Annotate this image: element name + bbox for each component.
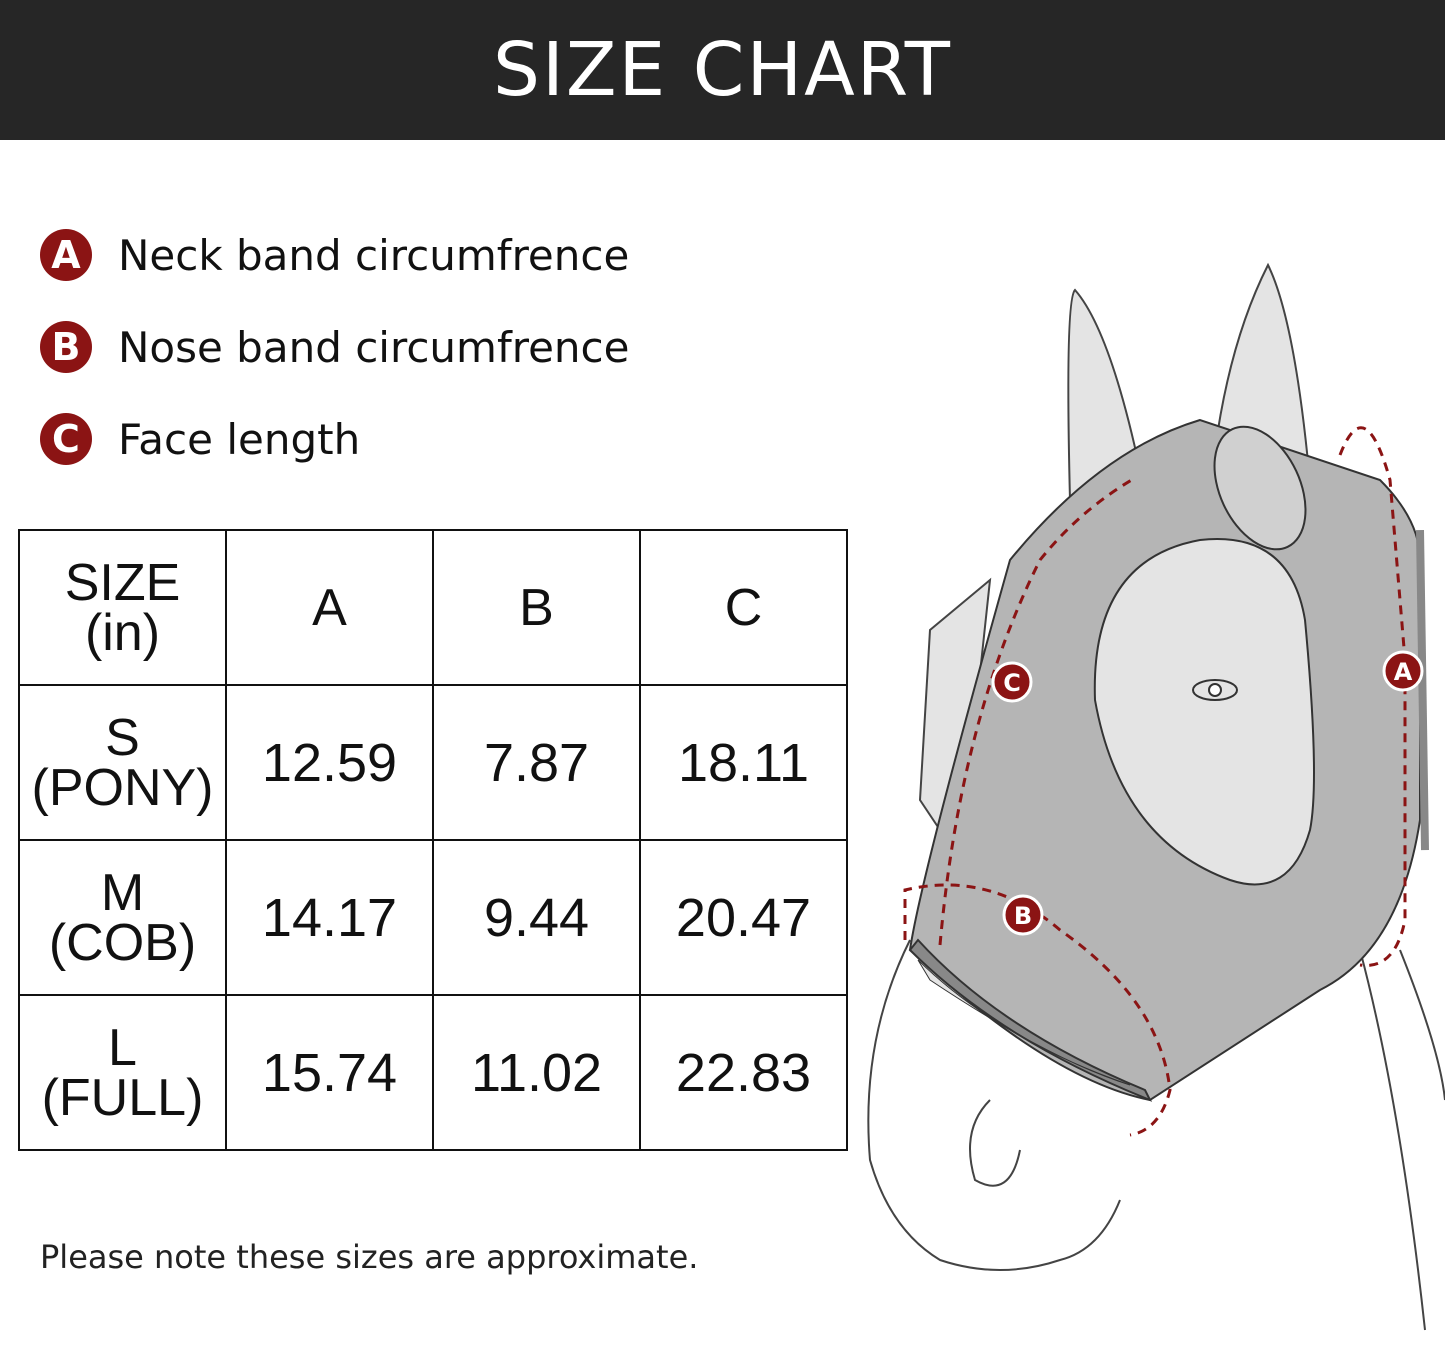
size-cell: S (PONY) [18, 684, 227, 841]
value-c: 20.47 [639, 839, 848, 996]
legend-label: Neck band circumfrence [118, 230, 630, 280]
value-a: 12.59 [225, 684, 434, 841]
horse-fly-mask-illustration: C A B [867, 262, 1445, 1331]
neck-band-line [1338, 426, 1407, 967]
marker-a-icon [1382, 650, 1424, 692]
nose-band-line [903, 883, 1172, 1137]
value-c: 22.83 [639, 994, 848, 1151]
svg-text:A: A [1394, 658, 1413, 686]
horse-muzzle-outline [867, 939, 1121, 1271]
table-row: M (COB) 14.17 9.44 20.47 [18, 839, 848, 996]
legend-label: Face length [118, 414, 361, 464]
svg-text:B: B [1014, 902, 1032, 930]
header-a: A [225, 529, 434, 686]
header-b: B [432, 529, 641, 686]
size-table: SIZE (in) A B C S (PONY) 12.59 7.87 18.11 … [18, 529, 848, 1151]
value-b: 11.02 [432, 994, 641, 1151]
legend-item-b: B Nose band circumfrence [40, 320, 629, 374]
title-banner: SIZE CHART [0, 0, 1445, 140]
value-b: 7.87 [432, 684, 641, 841]
eye-icon [1192, 679, 1238, 701]
table-row: L (FULL) 15.74 11.02 22.83 [18, 994, 848, 1151]
marker-c-icon [991, 661, 1033, 703]
eye-window [1093, 538, 1315, 886]
measurement-legend: A Neck band circumfrence B Nose band cir… [40, 228, 629, 504]
size-cell: M (COB) [18, 839, 227, 996]
face-length-line [938, 476, 1136, 946]
legend-item-c: C Face length [40, 412, 629, 466]
badge-a-icon: A [40, 229, 92, 281]
legend-label: Nose band circumfrence [118, 322, 630, 372]
badge-c-icon: C [40, 413, 92, 465]
value-c: 18.11 [639, 684, 848, 841]
value-b: 9.44 [432, 839, 641, 996]
page-title: SIZE CHART [493, 27, 952, 113]
size-cell: L (FULL) [18, 994, 227, 1151]
value-a: 14.17 [225, 839, 434, 996]
value-a: 15.74 [225, 994, 434, 1151]
table-row: S (PONY) 12.59 7.87 18.11 [18, 684, 848, 841]
approximate-note: Please note these sizes are approximate. [40, 1238, 699, 1276]
legend-item-a: A Neck band circumfrence [40, 228, 629, 282]
header-size: SIZE (in) [18, 529, 227, 686]
header-c: C [639, 529, 848, 686]
svg-text:C: C [1003, 669, 1021, 697]
marker-b-icon [1002, 894, 1044, 936]
badge-b-icon: B [40, 321, 92, 373]
table-header-row: SIZE (in) A B C [18, 529, 848, 686]
